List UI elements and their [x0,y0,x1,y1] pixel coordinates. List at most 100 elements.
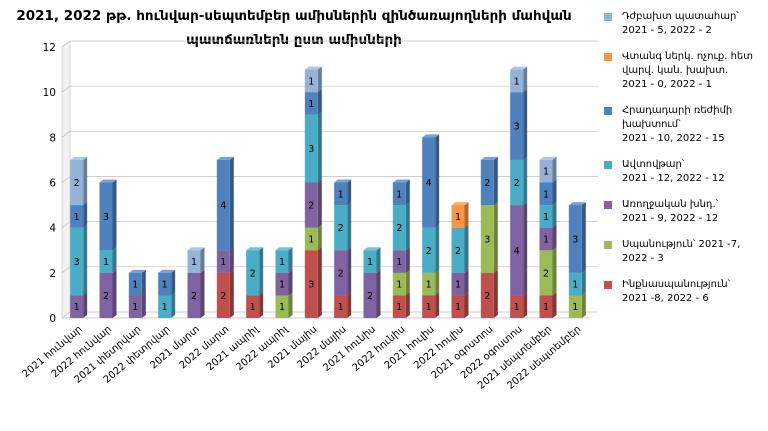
bar-segment-front [70,295,84,318]
bar-segment-front [304,250,318,318]
bar-segment-front [128,295,142,318]
bar-segment: 1 [539,202,557,228]
bar-segment-front [216,250,230,273]
bar-segment: 1 [539,179,557,206]
bar-segment-side [317,179,322,228]
bar-segment-front [246,250,260,296]
bar-segment-front [510,69,524,93]
chart-bars: 1 3 1 2 2 1 3 1 1 1 1 2 1 2 1 4 1 2 1 1 1 3 1 2 3 1 1 1 2 2 1 2 1 1 1 1 2 1 1 1… [70,66,586,318]
bar-segment: 1 [334,179,352,206]
bar-segment-front [392,182,406,206]
bar-data-label: 1 [514,76,520,87]
bar-segment-side [317,89,322,115]
bar-segment-side [141,292,146,318]
bar-segment-side [493,202,498,273]
bar-segment-top [70,156,88,160]
bar-data-label: 3 [308,280,314,291]
bar-segment: 1 [158,269,176,296]
bar-segment-front [99,272,113,318]
bar-segment-front [275,295,289,318]
bar-segment-front [158,295,172,318]
bar-segment-front [539,250,553,296]
bar-data-label: 3 [308,144,314,155]
bar-segment-side [435,292,440,318]
bar-data-label: 1 [220,257,226,268]
bar-data-label: 2 [220,291,226,302]
bar-segment-side [552,247,557,296]
bar-segment-front [246,295,260,318]
gridline-side [61,85,71,93]
bar-segment-side [259,292,264,318]
bar-segment-front [392,250,406,273]
gridline-side [61,311,71,319]
bar-segment: 1 [275,269,293,296]
bar-segment-front [510,205,524,296]
bar-segment: 1 [216,247,234,273]
bar-segment: 2 [99,269,117,318]
bar-segment-side [523,156,528,206]
bar-segment: 1 [304,66,322,93]
bar-segment-front [422,137,436,228]
bar-segment-front [216,272,230,318]
bar-segment-side [552,292,557,318]
bar-segment-side [581,202,586,273]
bar-data-label: 1 [543,189,549,200]
legend-item: Սպանություն՝ 2021 -7, 2022 - 3 [600,238,766,266]
bar-segment-front [334,182,348,206]
bar-segment: 1 [246,292,264,318]
bar-segment-side [435,224,440,273]
bar-segment-side [83,156,88,206]
bar-segment: 2 [392,202,410,251]
bar-segment: 2 [216,269,234,318]
bar-data-label: 1 [250,302,256,313]
bar-segment: 2 [539,247,557,296]
bar-segment-front [539,159,553,183]
bar-segment-side [141,269,146,296]
bar-segment: 1 [70,292,88,318]
bar-segment: 2 [334,202,352,251]
bar-segment: 1 [510,66,528,93]
bar-segment-front [568,295,582,318]
bar-segment-front [304,92,318,115]
bar-segment-side [200,269,205,318]
bar-segment-side [229,156,234,251]
bar-segment-front [334,295,348,318]
y-tick-label: 0 [49,313,56,325]
bar-segment: 3 [510,89,528,160]
bar-segment-front [480,159,494,206]
bar-segment-front [334,205,348,251]
bar-segment: 2 [510,156,528,206]
bar-segment-top [304,66,322,70]
bar-data-label: 4 [220,201,226,212]
bar-data-label: 1 [396,302,402,313]
bar-segment-side [552,156,557,183]
bar-segment-side [83,202,88,228]
bar-data-label: 1 [162,280,168,291]
bar-segment-front [510,295,524,318]
bar-segment-top [99,179,117,183]
bar-segment-front [70,227,84,296]
bar-data-label: 1 [455,302,461,313]
bar-segment-top [187,247,205,251]
bar-data-label: 3 [74,257,80,268]
bar-segment-side [493,269,498,318]
bar-data-label: 2 [338,268,344,279]
legend-item: Դժբախտ պատահար՝ 2021 - 5, 2022 - 2 [600,10,766,38]
bar-data-label: 1 [396,280,402,291]
bar-segment-front [510,92,524,160]
bar-segment-side [523,89,528,160]
legend-swatch [604,201,612,209]
bar-segment-top [246,247,264,251]
bar-segment: 1 [70,202,88,228]
bar-data-label: 3 [514,122,520,133]
bar-segment-front [480,272,494,318]
bar-segment: 1 [128,292,146,318]
bar-segment-side [552,224,557,251]
legend-label: Դժբախտ պատահար՝ 2021 - 5, 2022 - 2 [622,11,739,36]
bar-segment-front [539,205,553,228]
bar-segment-side [464,202,469,228]
bar-data-label: 1 [367,257,373,268]
bar-segment: 1 [158,292,176,318]
bar-segment-side [229,269,234,318]
bar-segment-top [539,156,557,160]
